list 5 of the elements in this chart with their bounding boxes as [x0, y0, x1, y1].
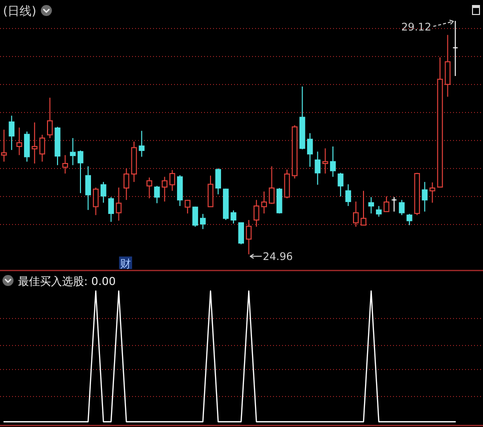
note: 财: [119, 256, 132, 270]
annotation: 24.96: [262, 250, 294, 263]
chart-title: 最佳买入选股: 0.00: [18, 275, 116, 288]
chart-title: (日线): [3, 4, 36, 18]
annotation: 29.12: [401, 21, 432, 34]
